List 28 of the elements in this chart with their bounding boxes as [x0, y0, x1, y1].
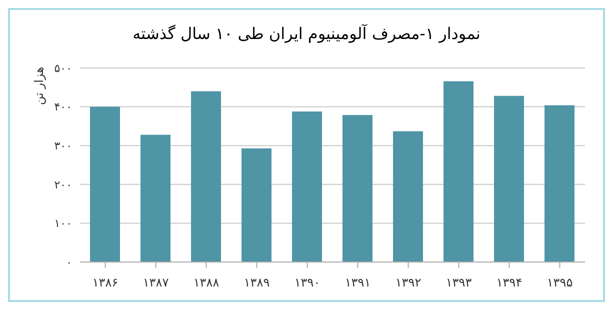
bar: [90, 106, 120, 262]
x-tick-label: ۱۳۸۹: [244, 276, 270, 290]
bar: [140, 134, 170, 262]
bar: [292, 111, 322, 262]
y-tick-label: ۵۰۰: [54, 62, 72, 75]
bar: [544, 105, 574, 262]
bar: [242, 148, 272, 262]
chart-title: نمودار ۱-مصرف آلومینیوم ایران طی ۱۰ سال گذشته: [132, 24, 482, 43]
y-tick-label: ۴۰۰: [54, 100, 72, 114]
bar: [342, 114, 372, 262]
y-tick-label: ۰: [66, 256, 72, 269]
x-tick-label: ۱۳۹۱: [344, 276, 371, 290]
bar: [393, 131, 423, 262]
x-tick-label: ۱۳۹۴: [496, 276, 522, 290]
bar: [494, 96, 524, 262]
x-tick-label: ۱۳۹۳: [446, 276, 472, 290]
x-tick-label: ۱۳۸۷: [142, 276, 170, 290]
y-tick-label: ۲۰۰: [54, 178, 72, 192]
x-tick-label: ۱۳۹۵: [546, 276, 573, 290]
y-tick-label: ۳۰۰: [54, 140, 72, 153]
x-tick-label: ۱۳۹۰: [294, 276, 320, 290]
bar: [191, 91, 221, 262]
x-tick-label: ۱۳۹۲: [395, 276, 422, 290]
x-tick-label: ۱۳۸۸: [193, 276, 220, 290]
bar: [444, 81, 474, 262]
x-tick-label: ۱۳۸۶: [92, 276, 118, 290]
y-axis-title: هزار تن: [32, 66, 46, 105]
y-tick-label: ۱۰۰: [54, 217, 72, 230]
